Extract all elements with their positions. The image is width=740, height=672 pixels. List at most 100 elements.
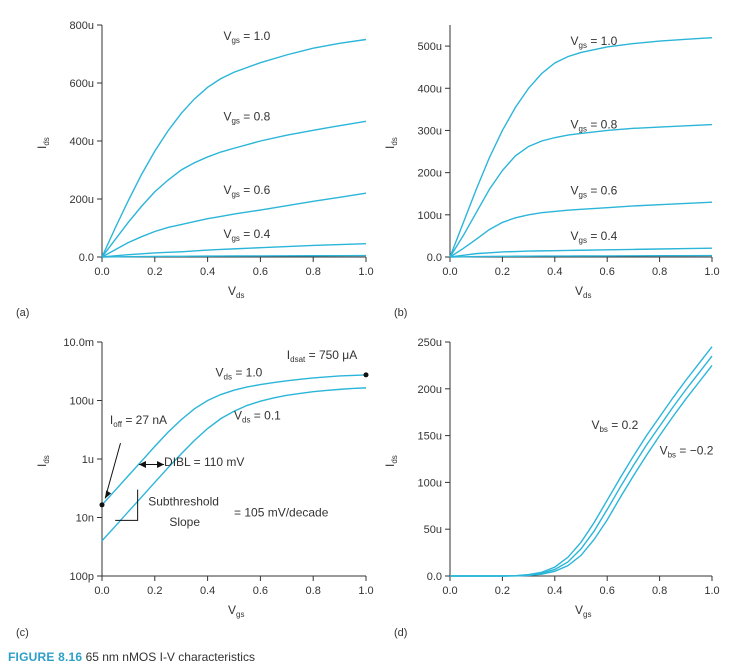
annotation-label: Idsat = 750 μA — [287, 348, 357, 364]
slope-bracket — [115, 489, 139, 521]
y-tick-label: 100p — [70, 571, 94, 583]
series-line-1 — [449, 36, 713, 258]
annotation-label: Ioff = 27 nA — [110, 413, 167, 429]
x-tick-label: 0.6 — [253, 585, 268, 597]
x-tick-label: 0.2 — [147, 585, 162, 597]
x-tick-label: 0.4 — [200, 585, 215, 597]
y-axis-label: Ids — [35, 137, 51, 149]
panel-label: (d) — [394, 627, 407, 639]
panel-label: (a) — [16, 307, 29, 319]
panel-label: (b) — [394, 307, 407, 319]
annotation-label: Vgs = 0.6 — [223, 183, 270, 199]
annotation-label: Subthreshold — [148, 494, 219, 508]
series-line-4 — [449, 247, 713, 258]
series-line-1 — [101, 374, 367, 506]
annotation-label: Vgs = 0.4 — [223, 227, 270, 243]
y-tick-label: 10n — [76, 513, 94, 525]
x-tick-label: 0.2 — [495, 266, 510, 278]
annotation-label: Vgs = 1.0 — [571, 34, 618, 50]
y-tick-label: 600u — [70, 78, 94, 90]
annotation-label: = 105 mV/decade — [234, 505, 329, 519]
y-axis-label-group: Ids — [35, 455, 51, 467]
figure-number: FIGURE 8.16 — [8, 650, 83, 664]
series-line-2 — [449, 123, 713, 258]
series-line-1 — [450, 346, 713, 577]
y-axis-label: Ids — [35, 455, 51, 467]
annotation-label: Vgs = 0.8 — [571, 117, 618, 133]
y-tick-label: 150u — [418, 431, 442, 443]
x-tick-label: 1.0 — [704, 585, 719, 597]
y-tick-label: 800u — [70, 20, 94, 32]
y-tick-label: 400u — [418, 83, 442, 95]
y-tick-label: 200u — [418, 168, 442, 180]
series-line-3 — [449, 201, 713, 258]
annotation-label: DIBL = 110 mV — [164, 455, 244, 469]
series-line-2 — [101, 387, 367, 542]
figure-caption-text: 65 nm nMOS I-V characteristics — [85, 650, 255, 664]
x-tick-label: 0.8 — [306, 585, 321, 597]
x-tick-label: 0.0 — [442, 585, 457, 597]
panel-label: (c) — [16, 627, 29, 639]
series-line-4 — [101, 242, 367, 258]
annotation-label: Vds = 0.1 — [234, 409, 281, 425]
dibl-arrow-head-left — [138, 460, 146, 468]
annotation-label: Vgs = 0.8 — [223, 110, 270, 126]
annotation-label: Vds = 1.0 — [216, 366, 263, 382]
y-tick-label: 50u — [424, 524, 442, 536]
series-line-2 — [101, 120, 367, 258]
data-point-marker — [363, 372, 369, 378]
ioff-arrow-head — [105, 490, 112, 499]
x-tick-label: 0.0 — [442, 266, 457, 278]
y-axis-label-group: Ids — [383, 455, 399, 467]
annotation-label: Vgs = 0.4 — [571, 229, 618, 245]
y-axis-label-group: Ids — [35, 137, 51, 149]
x-tick-label: 1.0 — [358, 585, 373, 597]
y-tick-label: 10.0m — [63, 337, 94, 349]
chart-panel-1: 0.0 0.2 0.4 0.6 0.8 1.0 0.0 200u 400u 600u 800u Vds… — [16, 20, 374, 319]
x-tick-label: 0.8 — [306, 266, 321, 278]
chart-panel-4: 0.0 0.2 0.4 0.6 0.8 1.0 0.0 50u 100u 150u 200u 250u… — [383, 337, 720, 639]
series-line-3 — [450, 364, 713, 577]
x-tick-label: 0.6 — [600, 266, 615, 278]
x-tick-label: 0.4 — [200, 266, 215, 278]
y-axis-label-group: Ids — [383, 137, 399, 149]
y-tick-label: 1u — [82, 454, 94, 466]
x-axis-label: Vds — [575, 284, 591, 300]
y-tick-label: 200u — [70, 194, 94, 206]
x-tick-label: 0.8 — [652, 266, 667, 278]
chart-panel-2: 0.0 0.2 0.4 0.6 0.8 1.0 0.0 100u 200u 300u 400u 500… — [383, 25, 720, 319]
x-tick-label: 0.2 — [495, 585, 510, 597]
x-axis-label: Vds — [228, 284, 244, 300]
x-tick-label: 0.4 — [547, 585, 562, 597]
x-tick-label: 0.0 — [94, 266, 109, 278]
series-line-5 — [101, 254, 367, 258]
data-point-marker — [99, 502, 105, 508]
chart-panel-3: 0.0 0.2 0.4 0.6 0.8 1.0 100p 10n 1u 100u 10.0m Vgs I… — [16, 337, 374, 639]
annotation-label: Vbs = −0.2 — [660, 443, 714, 459]
y-tick-label: 0.0 — [427, 252, 442, 264]
x-tick-label: 0.8 — [652, 585, 667, 597]
y-tick-label: 300u — [418, 125, 442, 137]
x-tick-label: 0.4 — [547, 266, 562, 278]
y-tick-label: 100u — [418, 210, 442, 222]
x-axis-label: Vgs — [575, 603, 591, 619]
x-tick-label: 0.6 — [253, 266, 268, 278]
x-tick-label: 0.6 — [600, 585, 615, 597]
x-tick-label: 0.0 — [94, 585, 109, 597]
y-tick-label: 100u — [418, 477, 442, 489]
y-tick-label: 200u — [418, 384, 442, 396]
annotation-label: Vgs = 0.6 — [571, 184, 618, 200]
series-line-1 — [101, 38, 367, 258]
annotation-label: Vbs = 0.2 — [591, 418, 638, 434]
y-tick-label: 0.0 — [79, 252, 94, 264]
x-tick-label: 1.0 — [358, 266, 373, 278]
series-line-5 — [449, 254, 713, 258]
figure-caption: FIGURE 8.16 65 nm nMOS I-V characteristi… — [8, 650, 255, 664]
y-tick-label: 0.0 — [427, 571, 442, 583]
y-tick-label: 400u — [70, 136, 94, 148]
ioff-pointer-line — [104, 442, 121, 499]
dibl-arrow-head-right — [157, 460, 165, 468]
y-tick-label: 500u — [418, 41, 442, 53]
annotation-label: Vgs = 1.0 — [223, 29, 270, 45]
